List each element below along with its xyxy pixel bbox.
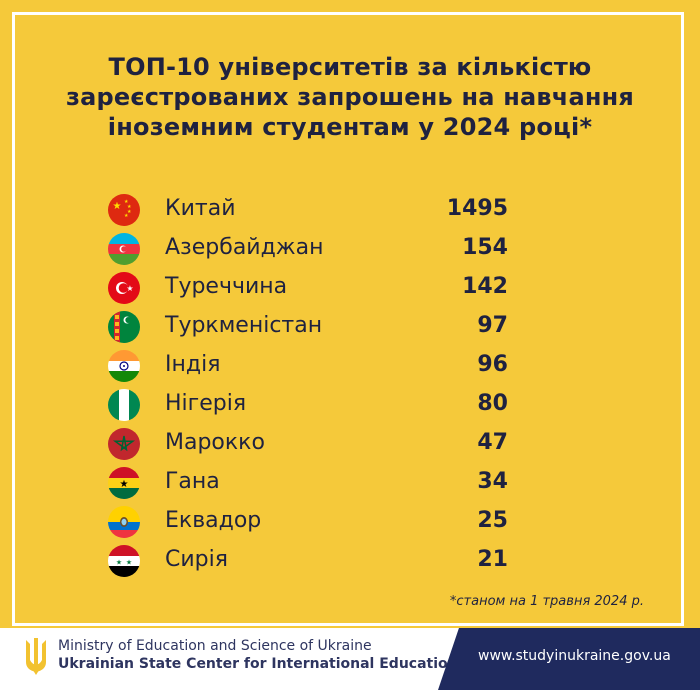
azerbaijan-flag-icon [108, 233, 140, 265]
list-item: Туркменістан 97 [108, 309, 518, 345]
svg-text:★: ★ [124, 213, 129, 219]
list-item: Нігерія 80 [108, 387, 518, 423]
svg-text:★: ★ [113, 201, 122, 212]
nigeria-flag-icon [108, 389, 140, 421]
invitation-count: 1495 [446, 196, 508, 221]
invitation-count: 25 [477, 508, 508, 533]
svg-text:★: ★ [120, 479, 129, 490]
china-flag-icon: ★ ★ ★ ★ ★ [108, 194, 140, 226]
country-name: Індія [165, 352, 221, 377]
list-item: Марокко 47 [108, 426, 518, 462]
svg-text:★: ★ [127, 204, 132, 210]
invitation-count: 80 [477, 391, 508, 416]
turkmenistan-flag-icon [108, 311, 140, 343]
ministry-name: Ministry of Education and Science of Ukr… [58, 638, 372, 654]
country-name: Нігерія [165, 391, 247, 416]
country-name: Туркменістан [165, 313, 323, 338]
invitation-count: 154 [462, 235, 508, 260]
footer: Ministry of Education and Science of Ukr… [0, 628, 700, 690]
ecuador-flag-icon [108, 506, 140, 538]
morocco-flag-icon [108, 428, 140, 460]
svg-text:★: ★ [127, 209, 132, 215]
svg-text:★: ★ [126, 559, 132, 567]
footnote: *станом на 1 травня 2024 р. [449, 594, 644, 609]
white-frame [12, 12, 684, 626]
country-name: Китай [165, 196, 236, 221]
country-name: Азербайджан [165, 235, 324, 260]
syria-flag-icon: ★ ★ [108, 545, 140, 577]
india-flag-icon [108, 350, 140, 382]
list-item: ★ ★ ★ ★ ★ Китай 1495 [108, 192, 518, 228]
svg-text:★: ★ [116, 559, 122, 567]
trident-emblem-icon [22, 636, 50, 676]
list-item: Еквадор 25 [108, 504, 518, 540]
url-band: www.studyinukraine.gov.ua [438, 628, 700, 690]
list-item: Азербайджан 154 [108, 231, 518, 267]
country-name: Сирія [165, 547, 228, 572]
list-item: ★ ★ Сирія 21 [108, 543, 518, 579]
country-name: Еквадор [165, 508, 262, 533]
turkey-flag-icon: ★ [108, 272, 140, 304]
title-line-2: зареєстрованих запрошень на навчання [65, 83, 635, 111]
list-item: Індія 96 [108, 348, 518, 384]
invitation-count: 142 [462, 274, 508, 299]
center-name: Ukrainian State Center for International… [58, 656, 458, 672]
page-title: ТОП-10 університетів за кількістю зареєс… [40, 52, 660, 142]
invitation-count: 97 [477, 313, 508, 338]
invitation-count: 21 [477, 547, 508, 572]
invitation-count: 47 [477, 430, 508, 455]
title-line-1: ТОП-10 університетів за кількістю [108, 53, 592, 81]
country-name: Марокко [165, 430, 265, 455]
country-name: Гана [165, 469, 220, 494]
svg-text:★: ★ [126, 284, 133, 293]
title-line-3: іноземним студентам у 2024 році* [107, 113, 593, 141]
list-item: ★ Гана 34 [108, 465, 518, 501]
svg-text:★: ★ [124, 199, 129, 205]
list-item: ★ Туреччина 142 [108, 270, 518, 306]
country-name: Туреччина [165, 274, 288, 299]
ghana-flag-icon: ★ [108, 467, 140, 499]
website-link[interactable]: www.studyinukraine.gov.ua [478, 648, 671, 664]
invitation-count: 96 [477, 352, 508, 377]
invitation-count: 34 [477, 469, 508, 494]
